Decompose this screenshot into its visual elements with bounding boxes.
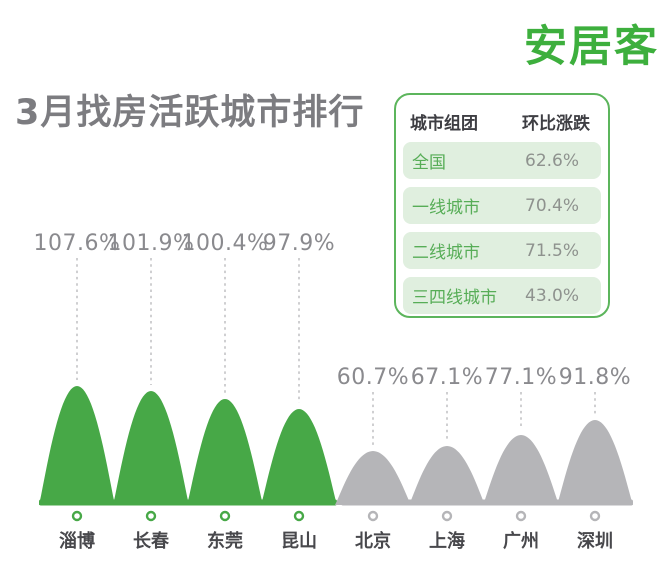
peak-shape [409,446,485,505]
city-label: 上海 [429,530,465,552]
value-label: 101.9% [108,231,195,256]
city-label: 淄博 [59,530,95,552]
city-label: 昆山 [281,531,317,552]
table-row-value: 70.4% [525,195,580,216]
city-label: 长春 [133,530,170,552]
value-label: 77.1% [485,365,557,390]
axis-marker [441,510,453,522]
peak-shape [113,391,189,505]
table-header-row: 城市组团 环比涨跌 [396,95,608,142]
table-header-mom-change: 环比涨跌 [522,114,590,134]
city-label: 深圳 [577,530,613,552]
table-row-label: 三四线城市 [412,288,497,308]
city-label: 广州 [503,530,539,552]
peak-shape [557,420,633,505]
axis-marker [71,510,83,522]
peak-shape [261,409,337,505]
axis-marker [145,510,157,522]
city-label: 东莞 [207,530,243,552]
brand-logo: 安居客 [524,22,659,72]
table-row: 全国 62.6% [403,142,601,179]
table-row: 三四线城市 43.0% [403,277,601,314]
axis-marker [367,510,379,522]
table-header-city-group: 城市组团 [410,114,478,134]
axis-marker [219,510,231,522]
peak-shape [335,451,411,505]
table-row: 一线城市 70.4% [403,187,601,224]
axis-marker [589,510,601,522]
table-row-value: 62.6% [525,150,580,171]
value-label: 91.8% [559,365,631,390]
table-row: 二线城市 71.5% [403,232,601,269]
table-row-value: 43.0% [525,285,580,306]
peak-shape [483,435,559,505]
table-row-label: 二线城市 [412,243,480,263]
value-label: 97.9% [263,231,335,256]
axis-marker [293,510,305,522]
value-label: 60.7% [337,365,409,390]
summary-table: 城市组团 环比涨跌 全国 62.6% 一线城市 70.4% 二线城市 71.5% 三四线城市… [394,93,610,318]
axis-marker [515,510,527,522]
table-row-label: 一线城市 [412,198,480,218]
value-label: 100.4% [182,231,269,256]
table-row-value: 71.5% [525,240,580,261]
peak-shape [187,399,263,505]
table-row-label: 全国 [412,153,446,173]
page-title: 3月找房活跃城市排行 [15,93,365,133]
value-label: 107.6% [34,231,121,256]
peak-shape [39,386,115,505]
city-label: 北京 [355,530,391,552]
value-label: 67.1% [411,365,483,390]
table-body: 全国 62.6% 一线城市 70.4% 二线城市 71.5% 三四线城市 43.0% [396,142,608,314]
